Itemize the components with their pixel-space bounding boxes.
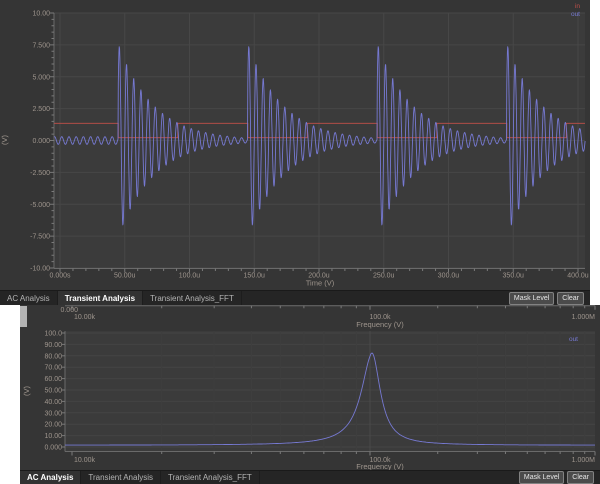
- y-tick-label: 60.00: [44, 376, 62, 383]
- out-trace: [53, 46, 586, 226]
- bottom-y-axis-title: (V): [22, 386, 31, 397]
- x-tick-label: 300.0u: [438, 273, 460, 280]
- y-tick-label: 20.00: [44, 422, 62, 429]
- y-tick-label: -10.00: [30, 266, 50, 273]
- x-tick-label: 10.00k: [74, 457, 96, 464]
- transient-plot-area[interactable]: 10.00 7.500 5.000 2.500 0.000 -2.500 -5.000 -7.…: [0, 0, 590, 290]
- y-tick-label: 80.00: [44, 353, 62, 360]
- ac-analysis-window: 100.0 90.00 80.00 70.00 60.00 50.00 40.00 30.00…: [20, 305, 600, 484]
- upper-axis-title: Frequency (V): [356, 320, 404, 329]
- x-tick-label: 1.000M: [572, 457, 596, 464]
- plot-background: [65, 331, 595, 452]
- y-tick-label: 10.00: [32, 11, 50, 18]
- x-tick-label: 100.0u: [179, 273, 201, 280]
- y-tick-label: -5.000: [30, 202, 50, 209]
- clear-button[interactable]: Clear: [557, 291, 584, 305]
- vertical-scrollbar-thumb[interactable]: [20, 306, 27, 327]
- top-y-axis-title: (V): [0, 135, 9, 146]
- y-tick-label: 7.500: [32, 42, 50, 49]
- y-tick-label: 10.00: [44, 433, 62, 440]
- y-tick-label: 70.00: [44, 365, 62, 372]
- y-tick-label: 100.0: [44, 331, 62, 338]
- y-tick-label: -2.500: [30, 170, 50, 177]
- top-tab-bar: AC Analysis Transient Analysis Transient A…: [0, 290, 590, 305]
- y-tick-label: 2.500: [32, 106, 50, 113]
- bottom-tab-bar: AC Analysis Transient Analysis Transient A…: [20, 470, 600, 484]
- upper-axis-y-label: 0.000: [60, 307, 78, 314]
- y-tick-label: 0.000: [44, 445, 62, 452]
- top-tab-transient-analysis-fft[interactable]: Transient Analysis_FFT: [143, 291, 242, 305]
- x-tick-label: 350.0u: [503, 273, 525, 280]
- upper-axis-x-tick-label: 10.00k: [74, 314, 96, 321]
- bottom-x-axis-title: Frequency (V): [356, 462, 404, 470]
- x-tick-label: 150.0u: [244, 273, 266, 280]
- y-tick-label: 50.00: [44, 388, 62, 395]
- legend-item-out[interactable]: out: [568, 336, 578, 343]
- top-tab-ac-analysis[interactable]: AC Analysis: [0, 291, 58, 305]
- x-tick-label: 250.0u: [373, 273, 395, 280]
- mask-level-button[interactable]: Mask Level: [518, 471, 565, 484]
- bottom-tab-transient-analysis[interactable]: Transient Analysis: [81, 471, 162, 484]
- upper-axis-x-tick-label: 1.000M: [572, 314, 596, 321]
- transient-analysis-window: 10.00 7.500 5.000 2.500 0.000 -2.500 -5.000 -7.…: [0, 0, 590, 305]
- top-x-axis-title: Time (V): [306, 279, 335, 288]
- y-tick-label: 5.000: [32, 74, 50, 81]
- bottom-tab-ac-analysis[interactable]: AC Analysis: [20, 471, 82, 484]
- bottom-legend: out: [569, 336, 578, 344]
- upper-axis-x-tick-label: 100.0k: [369, 314, 391, 321]
- legend-item-in[interactable]: in: [574, 3, 580, 10]
- y-tick-label: 90.00: [44, 342, 62, 349]
- x-tick-label: 200.0u: [308, 273, 330, 280]
- clear-button[interactable]: Clear: [567, 471, 594, 484]
- legend-item-out[interactable]: out: [570, 11, 580, 18]
- y-tick-label: 40.00: [44, 399, 62, 406]
- mask-level-button[interactable]: Mask Level: [508, 291, 555, 305]
- y-tick-label: -7.500: [30, 234, 50, 241]
- ac-response-trace: [65, 352, 595, 446]
- x-tick-label: 0.000s: [49, 273, 71, 280]
- top-legend: in out: [571, 3, 580, 19]
- ac-plot-area[interactable]: 100.0 90.00 80.00 70.00 60.00 50.00 40.00 30.00…: [20, 305, 600, 470]
- bottom-tab-transient-analysis-fft[interactable]: Transient Analysis_FFT: [161, 471, 260, 484]
- x-tick-label: 100.0k: [369, 457, 391, 464]
- top-tab-transient-analysis[interactable]: Transient Analysis: [57, 291, 144, 305]
- x-tick-label: 400.0u: [567, 273, 589, 280]
- y-tick-label: 30.00: [44, 410, 62, 417]
- y-tick-label: 0.000: [32, 138, 50, 145]
- x-tick-label: 50.00u: [114, 273, 136, 280]
